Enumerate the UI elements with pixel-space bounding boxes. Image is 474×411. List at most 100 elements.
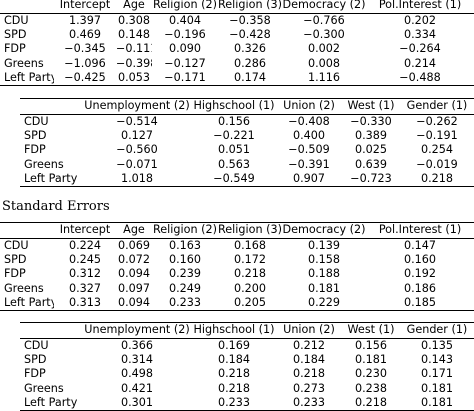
- coefficients-table-part1: Intercept Age Religion (2) Religion (3) Demo…: [0, 0, 474, 87]
- corner-cell: [0, 222, 54, 239]
- column-header: Religion (2): [152, 222, 218, 239]
- table-cell: −0.514: [116, 115, 158, 128]
- table-cell: −0.560: [116, 143, 158, 157]
- table-cell: 0.469: [68, 28, 102, 42]
- table-cell: 0.233: [152, 295, 218, 312]
- table-cell: 0.229: [282, 295, 366, 312]
- table-cell: −0.549: [192, 171, 276, 188]
- table-cell: 0.400: [292, 129, 326, 143]
- table-row: FDP 0.312 0.094 0.239 0.218 0.188 0.192: [0, 267, 474, 281]
- table-cell: 0.025: [354, 143, 388, 157]
- table-cell: 0.218: [217, 381, 251, 395]
- table-cell: 0.181: [354, 353, 388, 367]
- coefficients-table-part2: Unemployment (2) Highschool (1) Union (2) W…: [20, 98, 474, 188]
- table-row: Left Party 0.301 0.233 0.233 0.218 0.181: [20, 395, 474, 411]
- column-header: Highschool (1): [192, 98, 276, 115]
- table-cell: 0.312: [68, 267, 102, 281]
- header-row: Intercept Age Religion (2) Religion (3) Demo…: [0, 0, 474, 14]
- table-cell: 0.286: [233, 56, 267, 70]
- table-row: CDU −0.514 0.156 −0.408 −0.330 −0.262: [20, 115, 474, 130]
- table-cell: −0.408: [288, 115, 330, 128]
- table-cell: −0.264: [399, 42, 441, 56]
- table-cell: 0.053: [116, 70, 152, 87]
- table-cell: −0.428: [229, 28, 271, 42]
- table-row: Left Party 1.018 −0.549 0.907 −0.723 0.218: [20, 171, 474, 188]
- table-cell: 0.163: [168, 239, 202, 252]
- table-cell: 0.639: [354, 157, 388, 171]
- table-cell: 0.181: [400, 395, 474, 411]
- table-cell: 1.397: [68, 14, 102, 27]
- table-cell: 0.254: [420, 143, 454, 157]
- row-label: CDU: [24, 339, 49, 352]
- table-cell: −0.488: [366, 70, 474, 87]
- table-cell: −0.345: [64, 42, 106, 56]
- table-cell: 0.002: [307, 42, 341, 56]
- table-cell: 0.169: [217, 339, 251, 352]
- column-header: Pol.Interest (1): [366, 0, 474, 14]
- table-cell: 0.313: [54, 295, 116, 312]
- column-header: Gender (1): [400, 98, 474, 115]
- corner-cell: [0, 0, 54, 14]
- row-label: SPD: [4, 28, 27, 42]
- table-cell: −0.171: [152, 70, 218, 87]
- table-cell: 0.218: [342, 395, 400, 411]
- table-row: Greens 0.421 0.218 0.273 0.238 0.181: [20, 382, 474, 396]
- column-header: Unemployment (2): [82, 322, 192, 339]
- table-cell: 0.186: [403, 281, 437, 295]
- table-cell: 0.404: [168, 14, 202, 27]
- table-cell: 0.160: [168, 253, 202, 267]
- table-cell: −0.398: [116, 56, 152, 70]
- table-cell: 0.184: [292, 353, 326, 367]
- table-cell: 0.008: [307, 56, 341, 70]
- table-cell: 0.308: [117, 14, 151, 27]
- table-cell: 0.327: [68, 281, 102, 295]
- column-header: Age: [116, 222, 152, 239]
- table-cell: −0.391: [288, 157, 330, 171]
- row-label: Left Party: [0, 70, 54, 87]
- standard-errors-table-part2: Unemployment (2) Highschool (1) Union (2) W…: [20, 322, 474, 411]
- table-row: Greens 0.327 0.097 0.249 0.200 0.181 0.186: [0, 282, 474, 296]
- table-cell: 0.563: [217, 157, 251, 171]
- row-label: FDP: [24, 143, 46, 157]
- table-cell: 0.094: [116, 295, 152, 312]
- table-cell: 0.097: [117, 281, 151, 295]
- row-label: Left Party: [20, 171, 82, 188]
- table-row: CDU 0.366 0.169 0.212 0.156 0.135: [20, 339, 474, 354]
- table-cell: −0.019: [416, 157, 458, 171]
- standard-errors-table-part1: Intercept Age Religion (2) Religion (3) Demo…: [0, 222, 474, 312]
- table-cell: 0.158: [307, 253, 341, 267]
- table-row: SPD 0.469 0.148 −0.196 −0.428 −0.300 0.334: [0, 28, 474, 42]
- column-header: Age: [116, 0, 152, 14]
- table-cell: 0.421: [120, 381, 154, 395]
- table-cell: 0.181: [307, 281, 341, 295]
- table-cell: 0.188: [307, 267, 341, 281]
- table-cell: −0.196: [164, 28, 206, 42]
- table-cell: 0.160: [403, 253, 437, 267]
- column-header: Religion (3): [218, 222, 282, 239]
- column-header: Intercept: [54, 222, 116, 239]
- table-row: Left Party 0.313 0.094 0.233 0.205 0.229 0.185: [0, 295, 474, 312]
- table-cell: −0.071: [116, 157, 158, 171]
- table-cell: 0.205: [218, 295, 282, 312]
- row-label: Left Party: [20, 395, 82, 411]
- table-row: Left Party −0.425 0.053 −0.171 0.174 1.116 −0.…: [0, 70, 474, 87]
- table-cell: 0.135: [420, 339, 454, 352]
- table-row: SPD 0.127 −0.221 0.400 0.389 −0.191: [20, 129, 474, 143]
- column-header: Gender (1): [400, 322, 474, 339]
- table-cell: 0.301: [82, 395, 192, 411]
- table-row: Greens −0.071 0.563 −0.391 0.639 −0.019: [20, 158, 474, 172]
- table-cell: 0.174: [218, 70, 282, 87]
- table-cell: 0.156: [354, 339, 388, 352]
- table-cell: −0.221: [213, 129, 255, 143]
- table-cell: 0.181: [420, 381, 454, 395]
- table-cell: 0.168: [233, 239, 267, 252]
- table-cell: 0.498: [120, 367, 154, 381]
- table-row: CDU 0.224 0.069 0.163 0.168 0.139 0.147: [0, 239, 474, 254]
- row-label: Greens: [24, 381, 64, 395]
- row-label: Left Party: [0, 295, 54, 312]
- table-cell: 0.218: [292, 367, 326, 381]
- row-label: FDP: [4, 267, 26, 281]
- row-label: SPD: [4, 253, 27, 267]
- header-row: Unemployment (2) Highschool (1) Union (2) W…: [20, 322, 474, 339]
- table-cell: 0.907: [276, 171, 342, 188]
